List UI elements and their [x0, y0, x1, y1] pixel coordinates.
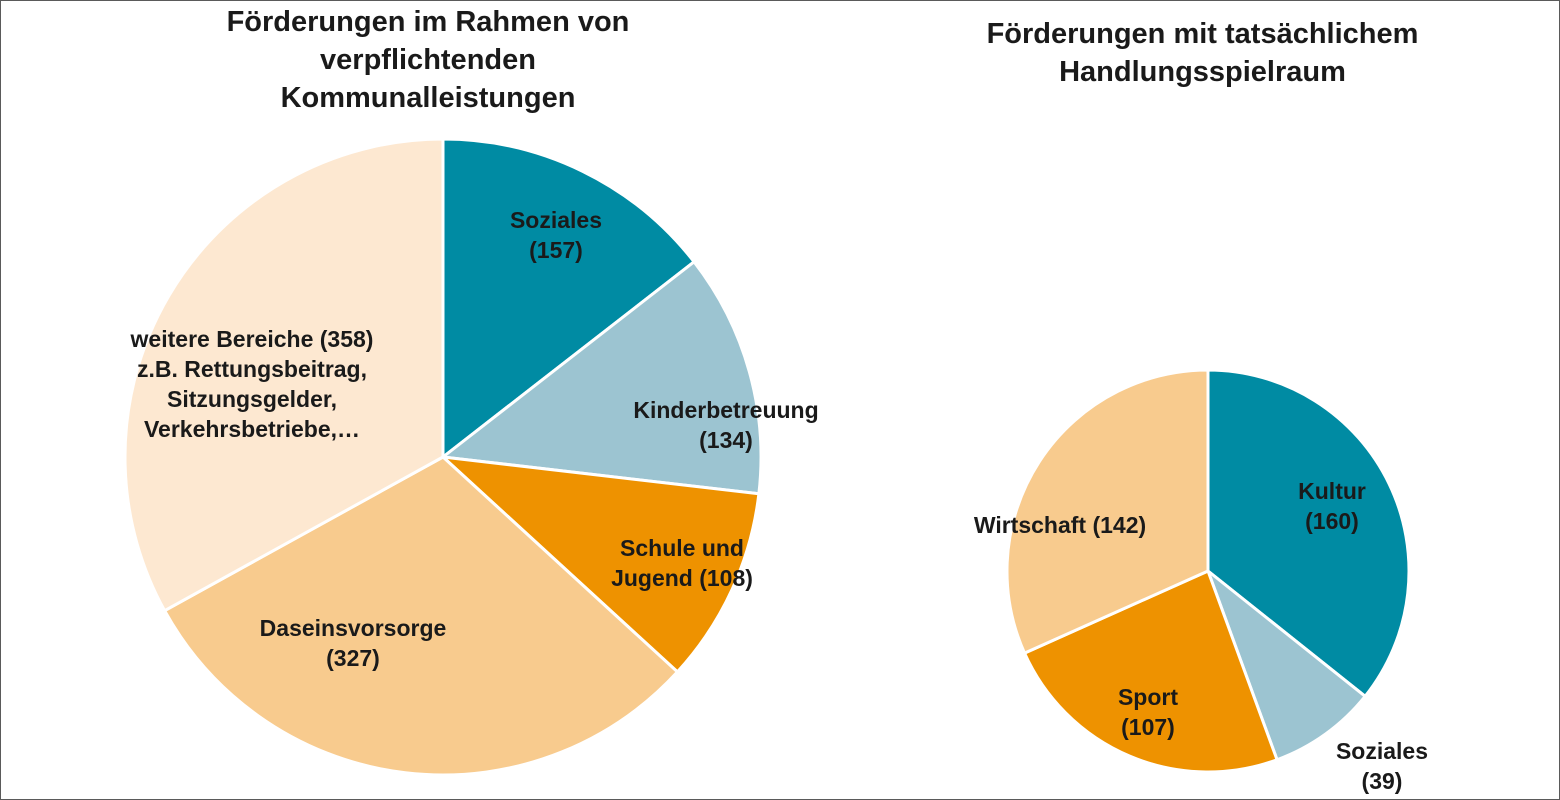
- slice-label-line: weitere Bereiche (358): [130, 326, 374, 352]
- chart-1-title-line: Förderungen im Rahmen von: [226, 6, 630, 38]
- pie-slice: [441, 137, 696, 459]
- pie-chart-1: Soziales (157) Kinderbetreuung (134) Schule …: [123, 137, 819, 777]
- pie-slice: [1023, 569, 1279, 774]
- slice-label-line: Sitzungsgelder,: [167, 386, 337, 412]
- chart-2-title: Förderungen mit tatsächlichem Handlungss…: [940, 15, 1465, 91]
- slice-label-line: Kultur: [1298, 478, 1366, 504]
- slice-label-line: (160): [1305, 508, 1359, 534]
- slice-label-line: (39): [1362, 768, 1403, 794]
- slice-label: Soziales (39): [1336, 738, 1428, 794]
- slice-label: Daseinsvorsorge (327): [260, 615, 447, 671]
- slice-label-line: Wirtschaft (142): [974, 512, 1146, 538]
- slice-label-line: (157): [529, 237, 583, 263]
- slice-label-line: Sport: [1118, 684, 1178, 710]
- slice-label-line: Daseinsvorsorge: [260, 615, 447, 641]
- pie-slice: [1005, 368, 1210, 655]
- chart-1-title: Förderungen im Rahmen von verpflichtende…: [178, 3, 678, 117]
- slice-label-line: Schule und: [620, 535, 744, 561]
- slice-label-line: Kinderbetreuung: [633, 397, 818, 423]
- slice-label: Schule und Jugend (108): [611, 535, 753, 591]
- pie-slice: [1206, 569, 1367, 762]
- slice-label: Sport (107): [1118, 684, 1178, 740]
- slice-label: Kinderbetreuung (134): [633, 397, 818, 453]
- chart-2-title-line: Förderungen mit tatsächlichem: [986, 18, 1419, 50]
- chart-1-title-line: Kommunalleistungen: [280, 82, 576, 114]
- slice-label-line: Verkehrsbetriebe,…: [144, 416, 360, 442]
- slice-label: Kultur (160): [1298, 478, 1366, 534]
- slice-label-line: (327): [326, 645, 380, 671]
- pie-slice: [123, 137, 445, 613]
- slice-label-line: Soziales: [1336, 738, 1428, 764]
- slice-label-line: (134): [699, 427, 753, 453]
- slice-label: Wirtschaft (142): [974, 512, 1146, 538]
- slice-label-line: z.B. Rettungsbeitrag,: [137, 356, 367, 382]
- slice-label-line: Jugend (108): [611, 565, 753, 591]
- pie-slice: [441, 260, 763, 496]
- pie-slice: [441, 455, 761, 674]
- pie-slice: [1206, 368, 1411, 698]
- slice-label: Soziales (157): [510, 207, 602, 263]
- pie-slice: [163, 455, 679, 777]
- pie-chart-2: Kultur (160) Soziales (39) Sport (107) Wirtsch…: [974, 368, 1428, 794]
- chart-1-title-line: verpflichtenden: [320, 44, 536, 76]
- chart-2-title-line: Handlungsspielraum: [1059, 56, 1346, 88]
- slice-label: weitere Bereiche (358) z.B. Rettungsbeitr…: [130, 326, 374, 442]
- slice-label-line: (107): [1121, 714, 1175, 740]
- slice-label-line: Soziales: [510, 207, 602, 233]
